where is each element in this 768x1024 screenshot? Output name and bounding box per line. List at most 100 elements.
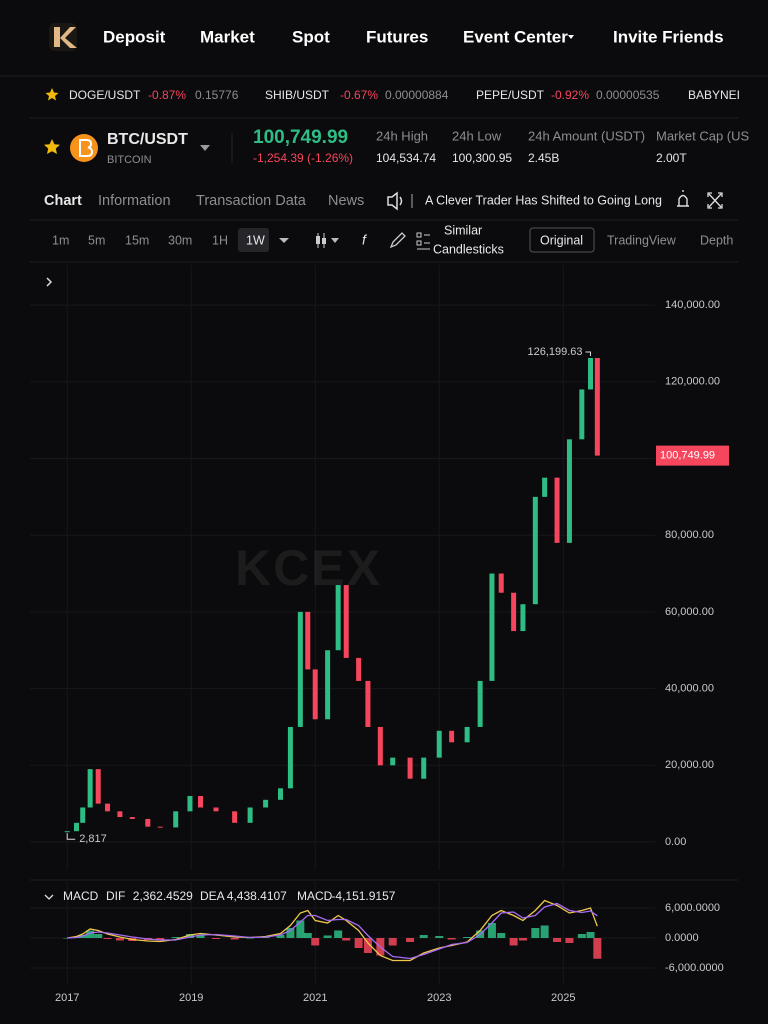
nav-item[interactable]: Deposit [103, 27, 166, 46]
similar-candles[interactable]: Similar [444, 223, 482, 237]
x-tick-label: 2021 [303, 992, 327, 1004]
news-ticker[interactable]: A Clever Trader Has Shifted to Going Lon… [425, 193, 662, 207]
histogram-bar [185, 934, 194, 938]
similar-candles[interactable]: Candlesticks [433, 242, 504, 256]
pair-caret[interactable] [200, 145, 210, 151]
similar-icon[interactable] [416, 232, 430, 250]
nav-item[interactable]: Invite Friends [613, 27, 724, 46]
tab[interactable]: Transaction Data [196, 193, 307, 209]
candle [312, 669, 318, 720]
ticker-row: DOGE/USDT -0.87% 0.15776 SHIB/USDT -0.67% 0.0… [45, 88, 740, 102]
stat-label: Market Cap (US [656, 128, 750, 143]
y-tick-label: 40,000.00 [665, 683, 714, 695]
stat-value: 2.00T [656, 151, 687, 165]
candle [356, 657, 362, 681]
candle [129, 817, 135, 819]
histogram-bar [63, 938, 72, 939]
tab[interactable]: Chart [44, 193, 82, 209]
coin-name: BITCOIN [107, 154, 152, 166]
dropdown-caret[interactable] [568, 35, 574, 39]
interval[interactable]: 1H [212, 233, 228, 247]
logo-mark [54, 27, 77, 48]
candle [594, 358, 600, 456]
histogram-bar [435, 936, 444, 938]
interval[interactable]: 30m [168, 233, 192, 247]
nav-item[interactable]: Spot [292, 27, 330, 46]
tab[interactable]: Information [98, 193, 171, 209]
histogram-bar [94, 934, 103, 938]
ticker-pair[interactable]: SHIB/USDT [265, 88, 330, 102]
tab[interactable]: News [328, 193, 364, 209]
interval[interactable]: 5m [88, 233, 105, 247]
view-option[interactable]: Original [540, 233, 583, 247]
candle [105, 803, 111, 812]
interval-caret[interactable] [279, 238, 289, 243]
expand-icon[interactable] [46, 277, 53, 287]
views: Original TradingView Depth [540, 233, 733, 247]
interval[interactable]: 15m [125, 233, 149, 247]
collapse-icon[interactable] [44, 894, 54, 900]
candle [489, 573, 495, 681]
nav: Deposit Market Spot Futures Event Center Invi… [103, 27, 724, 46]
coin-pair[interactable]: BTC/USDT [107, 131, 188, 148]
histogram-bar [419, 935, 428, 938]
candle [477, 680, 483, 727]
candle [511, 592, 517, 632]
nav-item[interactable]: Market [200, 27, 255, 46]
nav-item[interactable]: Futures [366, 27, 428, 46]
low-label: 2,817 [79, 833, 107, 845]
view-option[interactable]: TradingView [607, 233, 677, 247]
histogram-bar [311, 938, 320, 946]
alert-icon[interactable] [677, 190, 689, 207]
draw-icon[interactable] [389, 232, 406, 249]
y-tick-label: 140,000.00 [665, 299, 720, 311]
interval[interactable]: 1m [52, 233, 69, 247]
histogram-bar [586, 932, 595, 938]
histogram-bar [86, 930, 95, 938]
logo[interactable] [49, 23, 77, 51]
view-option[interactable]: Depth [700, 233, 733, 247]
stats: 24h High 104,534.74 24h Low 100,300.95 24h A… [376, 128, 750, 165]
price-change: -1,254.39 (-1.26%) [253, 151, 353, 165]
ticker-pair[interactable]: BABYNEI [688, 88, 740, 102]
candle [263, 799, 269, 808]
candle [173, 811, 179, 828]
candle [579, 389, 585, 440]
histogram-bar [171, 937, 180, 938]
candle [343, 585, 349, 658]
histogram-bar [296, 920, 305, 938]
candle [187, 795, 193, 812]
candle-type-icon[interactable] [316, 233, 339, 248]
speaker-icon [387, 191, 403, 211]
interval[interactable]: 1W [246, 233, 265, 247]
stat-value: 2.45B [528, 151, 559, 165]
favorite-star[interactable] [44, 139, 60, 154]
candle [377, 726, 383, 766]
candle [520, 604, 526, 632]
favorite-star[interactable] [45, 88, 59, 101]
histogram-bar [303, 933, 312, 938]
histogram-bar [577, 934, 586, 938]
fullscreen-icon[interactable] [707, 192, 723, 209]
ticker-pair[interactable]: DOGE/USDT [69, 88, 141, 102]
ticker-price: 0.00000884 [385, 88, 449, 102]
histogram-bar [156, 938, 165, 940]
x-tick-label: 2023 [427, 992, 451, 1004]
ticker-change: -0.92% [551, 88, 589, 102]
stat-value: 104,534.74 [376, 151, 436, 165]
histogram-bar [553, 938, 562, 942]
stat-label: 24h Amount (USDT) [528, 128, 645, 143]
candle [421, 757, 427, 779]
ticker-pair[interactable]: PEPE/USDT [476, 88, 545, 102]
y-tick-label: 6,000.0000 [665, 902, 720, 914]
y-tick-label: 120,000.00 [665, 376, 720, 388]
view-selected-bg [529, 227, 595, 253]
x-tick-label: 2019 [179, 992, 203, 1004]
candle [449, 730, 455, 743]
nav-item[interactable]: Event Center [463, 27, 568, 46]
candle [325, 650, 331, 720]
indicator-icon[interactable]: f [362, 232, 368, 248]
histogram-bar [342, 938, 351, 941]
